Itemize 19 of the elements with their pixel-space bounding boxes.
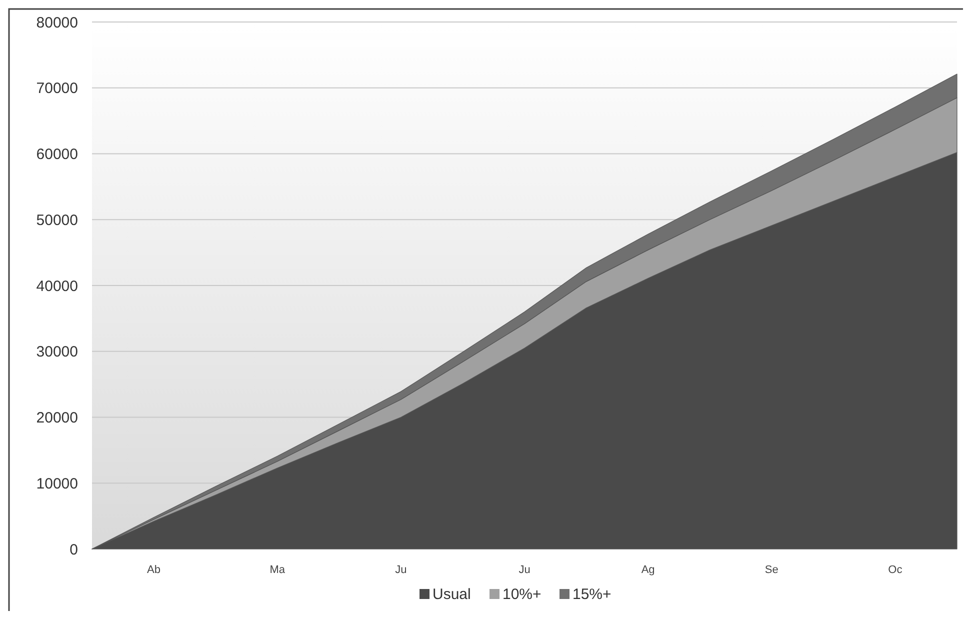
y-tick-label: 60000 [36, 146, 78, 163]
y-tick-label: 40000 [36, 278, 78, 295]
x-tick-label: Ju [518, 564, 530, 576]
y-tick-label: 70000 [36, 80, 78, 98]
y-tick-label: 30000 [36, 344, 78, 361]
x-tick-label: Ju [395, 564, 407, 576]
y-tick-label: 0 [70, 541, 78, 558]
y-tick-label: 10000 [36, 475, 78, 492]
x-tick-label: Se [764, 564, 778, 576]
y-tick-label: 20000 [36, 410, 78, 426]
y-tick-label: 80000 [36, 14, 78, 32]
legend-label: 10%+ [502, 586, 542, 603]
legend-label: Usual [432, 586, 471, 603]
x-tick-label: Ab [147, 564, 161, 576]
y-tick-label: 50000 [36, 212, 78, 229]
x-tick-label: Ma [270, 564, 286, 576]
x-tick-label: Ag [641, 564, 655, 576]
legend-label: 15%+ [572, 586, 612, 603]
x-tick-label: Oc [888, 564, 903, 576]
